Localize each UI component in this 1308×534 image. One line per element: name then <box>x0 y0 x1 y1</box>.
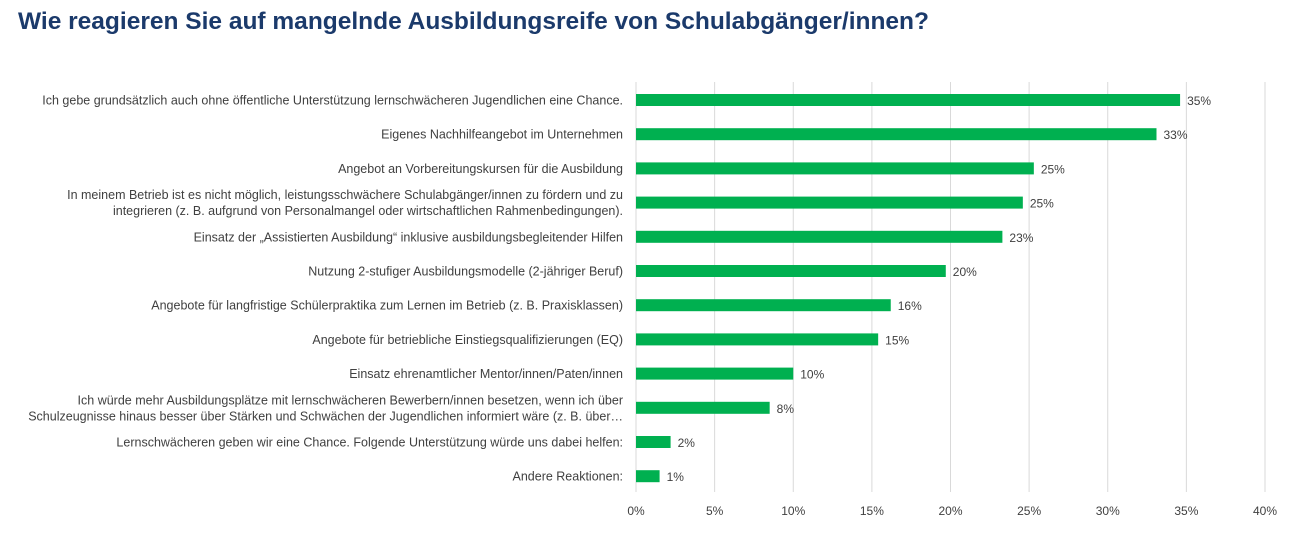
bar <box>636 401 770 414</box>
value-label: 1% <box>667 470 685 484</box>
category-label: In meinem Betrieb ist es nicht möglich, … <box>67 188 623 202</box>
category-label: Schulzeugnisse hinaus besser über Stärke… <box>28 409 623 423</box>
bar <box>636 436 671 448</box>
x-tick-label: 30% <box>1096 504 1120 518</box>
x-tick-label: 40% <box>1253 504 1277 518</box>
x-tick-label: 0% <box>627 504 645 518</box>
bar <box>636 94 1181 106</box>
x-tick-label: 25% <box>1017 504 1041 518</box>
category-label: Andere Reaktionen: <box>513 470 624 484</box>
bar <box>636 333 879 346</box>
value-label: 23% <box>1009 231 1033 245</box>
bar <box>636 162 1034 175</box>
category-label: Ich gebe grundsätzlich auch ohne öffentl… <box>42 94 623 108</box>
x-tick-label: 20% <box>938 504 962 518</box>
value-label: 8% <box>777 402 795 416</box>
category-label: Eigenes Nachhilfeangebot im Unternehmen <box>381 128 623 142</box>
value-label: 16% <box>898 299 922 313</box>
bar <box>636 299 891 312</box>
bar <box>636 230 1003 243</box>
category-label: Nutzung 2-stufiger Ausbildungsmodelle (2… <box>308 265 623 279</box>
value-label: 2% <box>678 436 696 450</box>
category-label: Angebote für langfristige Schülerpraktik… <box>151 299 623 313</box>
category-label: integrieren (z. B. aufgrund von Personal… <box>113 204 623 218</box>
x-tick-label: 5% <box>706 504 724 518</box>
category-label: Angebote für betriebliche Einstiegsquali… <box>312 333 623 347</box>
bar <box>636 470 660 483</box>
value-label: 25% <box>1030 197 1054 211</box>
value-label: 15% <box>885 333 909 347</box>
x-tick-label: 35% <box>1174 504 1198 518</box>
value-label: 10% <box>800 368 824 382</box>
bar <box>636 265 946 277</box>
value-label: 35% <box>1187 94 1211 108</box>
chart-title: Wie reagieren Sie auf mangelnde Ausbildu… <box>18 8 929 35</box>
category-label: Einsatz ehrenamtlicher Mentor/innen/Pate… <box>349 367 623 381</box>
value-label: 25% <box>1041 162 1065 176</box>
bar <box>636 196 1023 209</box>
category-label: Lernschwächeren geben wir eine Chance. F… <box>116 436 623 450</box>
x-tick-label: 15% <box>860 504 884 518</box>
category-label: Ich würde mehr Ausbildungsplätze mit ler… <box>78 393 623 407</box>
bar <box>636 128 1157 141</box>
bar <box>636 367 794 380</box>
x-tick-label: 10% <box>781 504 805 518</box>
value-label: 20% <box>953 265 977 279</box>
category-label: Einsatz der „Assistierten Ausbildung“ in… <box>194 230 623 244</box>
category-label: Angebot an Vorbereitungskursen für die A… <box>338 162 623 176</box>
value-label: 33% <box>1163 128 1187 142</box>
